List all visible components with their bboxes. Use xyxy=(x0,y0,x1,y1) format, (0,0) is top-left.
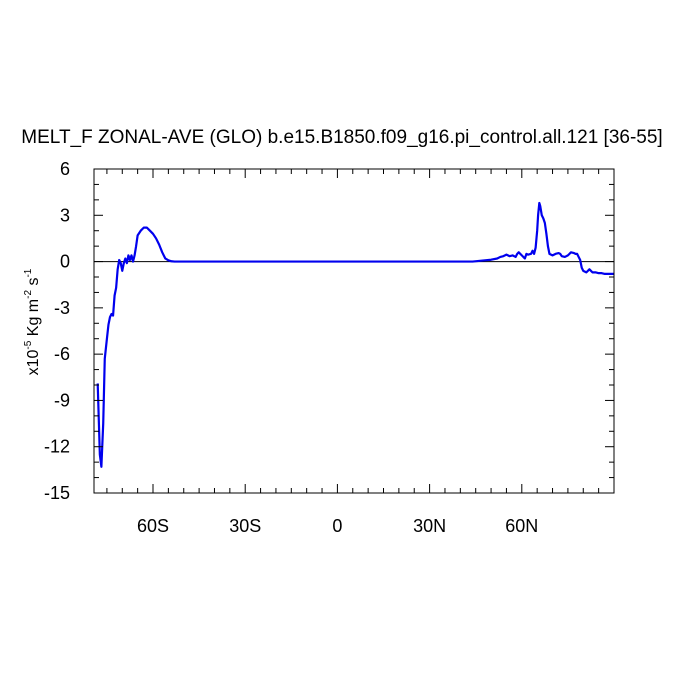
y-axis-label-text: x10-5 Kg m-2 s-1 xyxy=(23,268,42,375)
y-axis-label-exponent: -5 xyxy=(23,340,34,349)
y-tick-label: -9 xyxy=(54,390,70,410)
y-tick-label: 6 xyxy=(60,159,70,179)
series-line-0 xyxy=(96,201,614,468)
x-tick-label: 60N xyxy=(505,516,538,536)
y-tick-label: -6 xyxy=(54,344,70,364)
x-tick-label: 30S xyxy=(229,516,261,536)
y-tick-label: 3 xyxy=(60,205,70,225)
y-axis-label-prefix: x10 xyxy=(25,349,42,375)
y-axis-label-unit-s: s xyxy=(25,278,42,290)
y-axis-label-unit-m-exponent: -2 xyxy=(23,290,34,299)
y-axis-label: x10-5 Kg m-2 s-1 xyxy=(23,268,42,375)
chart-title: MELT_F ZONAL-AVE (GLO) b.e15.B1850.f09_g… xyxy=(21,127,662,148)
y-axis-label-unit-s-exponent: -1 xyxy=(23,268,34,277)
y-tick-label: 0 xyxy=(60,252,70,272)
y-tick-label: -15 xyxy=(44,483,70,503)
plot-area: 6 3 0 -3 -6 -9 -12 -15 60S 30S 0 30N 60N xyxy=(44,159,615,536)
y-axis-label-unit-kg: Kg m xyxy=(25,299,42,341)
x-tick-label: 60S xyxy=(137,516,169,536)
y-tick-label: -3 xyxy=(54,298,70,318)
y-tick-label: -12 xyxy=(44,437,70,457)
x-tick-label: 0 xyxy=(332,516,342,536)
plot-frame xyxy=(93,168,615,494)
x-tick-label: 30N xyxy=(413,516,446,536)
